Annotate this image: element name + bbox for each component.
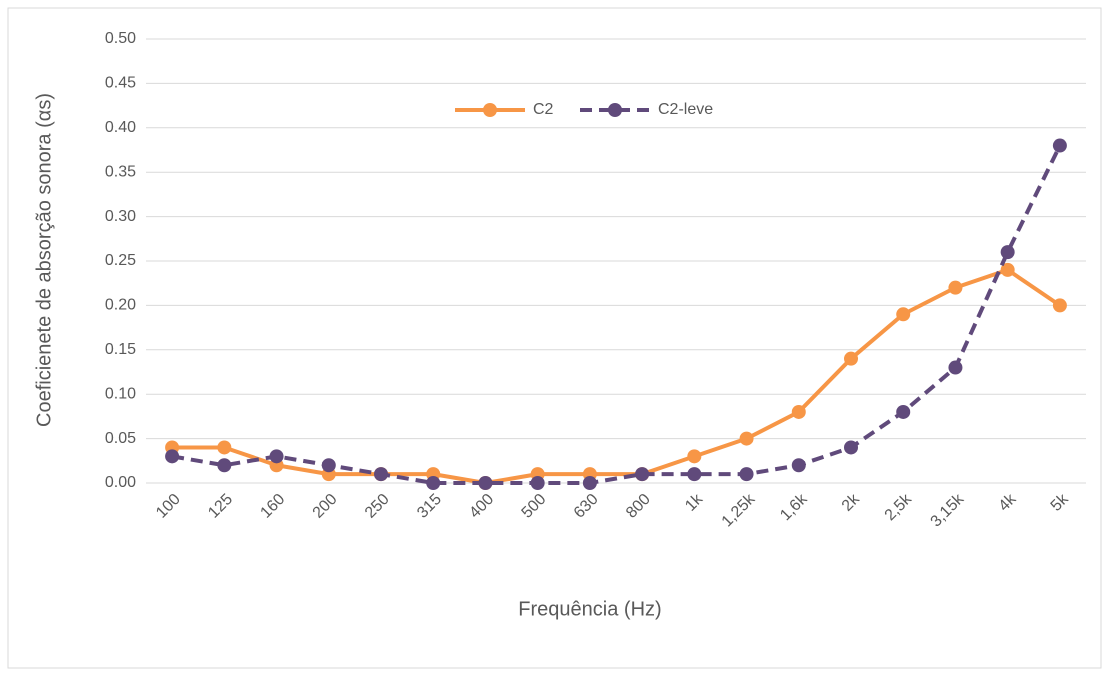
point xyxy=(791,458,806,473)
point xyxy=(948,360,963,375)
point xyxy=(1052,298,1067,313)
point xyxy=(791,404,806,419)
y-tick-label: 0.30 xyxy=(105,208,136,225)
point xyxy=(635,467,650,482)
y-axis-title: Coeficienete de absorção sonora (αs) xyxy=(33,93,55,427)
point xyxy=(1000,245,1015,260)
series-line xyxy=(172,267,1062,485)
y-tick-label: 0.05 xyxy=(105,430,136,447)
legend-marker xyxy=(608,103,622,117)
point xyxy=(217,458,232,473)
point xyxy=(844,351,858,366)
y-tick-label: 0.40 xyxy=(105,119,136,136)
point xyxy=(478,476,493,490)
point xyxy=(217,440,232,455)
legend-label: C2 xyxy=(533,101,554,118)
point xyxy=(1000,262,1015,277)
point xyxy=(896,307,911,322)
point xyxy=(582,476,597,490)
point xyxy=(687,467,702,482)
point xyxy=(374,467,388,482)
point xyxy=(1052,138,1067,153)
point xyxy=(896,404,911,419)
x-axis-title: Frequência (Hz) xyxy=(518,598,661,620)
y-tick-label: 0.45 xyxy=(105,75,136,92)
point xyxy=(165,449,180,464)
y-tick-label: 0.10 xyxy=(105,385,136,402)
point xyxy=(739,467,754,482)
point xyxy=(948,280,963,295)
legend-marker xyxy=(483,103,497,117)
series-line xyxy=(171,144,1062,485)
y-tick-label: 0.25 xyxy=(105,252,136,269)
chart-frame xyxy=(7,7,1102,669)
point xyxy=(426,476,441,490)
point xyxy=(530,476,545,490)
y-tick-label: 0.35 xyxy=(105,163,136,180)
y-tick-label: 0.00 xyxy=(105,474,136,491)
legend-label: C2-leve xyxy=(658,101,713,118)
point xyxy=(321,458,336,473)
y-tick-label: 0.20 xyxy=(105,297,136,314)
point xyxy=(739,431,754,446)
y-tick-label: 0.15 xyxy=(105,341,136,358)
y-tick-label: 0.50 xyxy=(105,30,136,47)
point xyxy=(844,440,858,455)
point xyxy=(269,449,284,464)
point xyxy=(687,449,702,464)
